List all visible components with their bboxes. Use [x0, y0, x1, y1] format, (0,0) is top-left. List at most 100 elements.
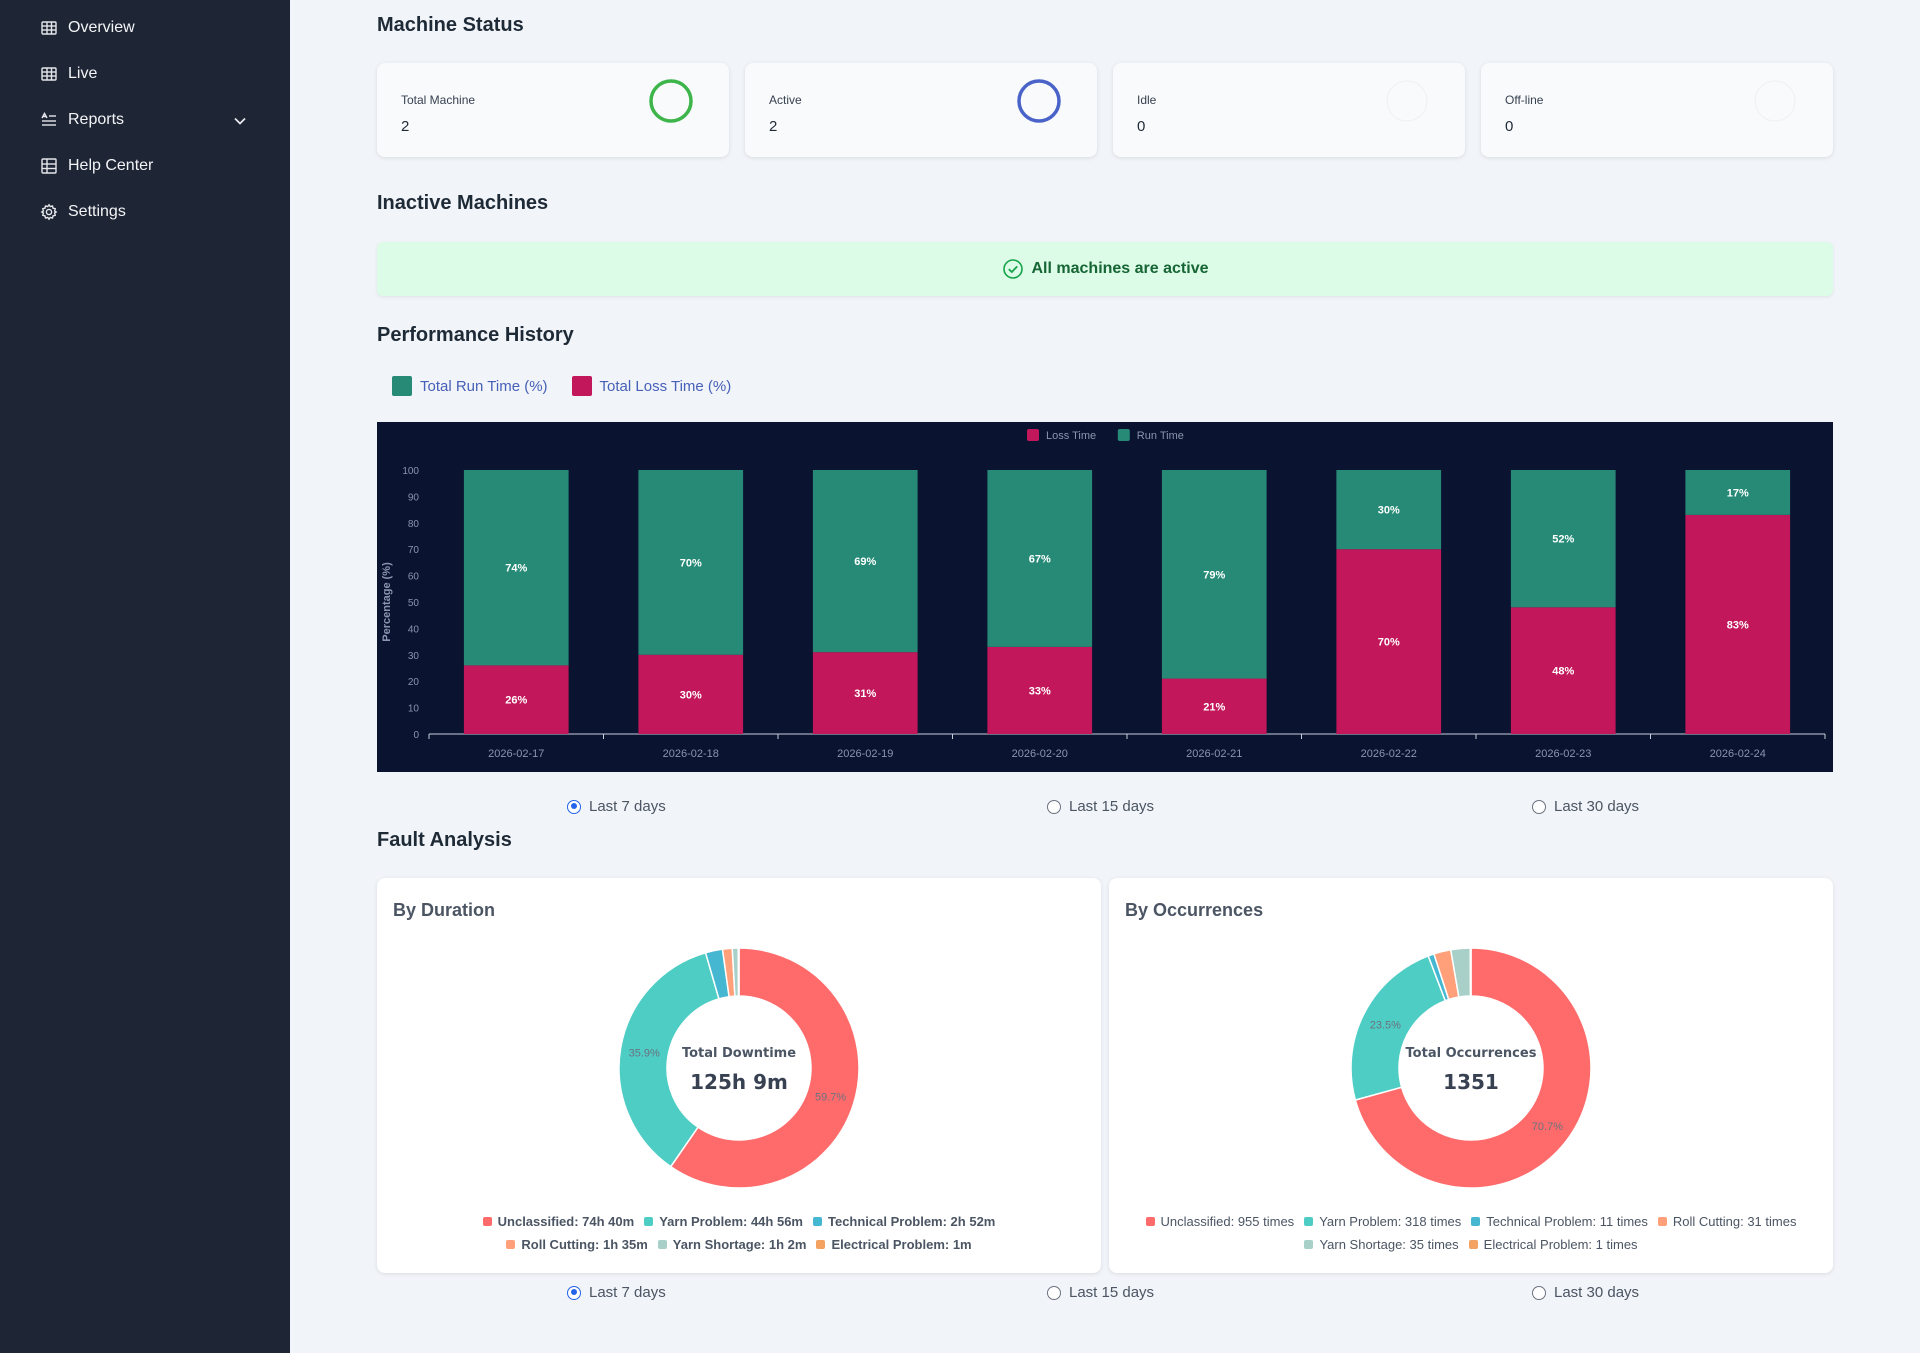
legend-label: Technical Problem: 2h 52m [827, 1214, 996, 1229]
nav-item-reports[interactable]: Reports [40, 105, 124, 135]
donut-legend-item[interactable]: Roll Cutting: 1h 35m [506, 1237, 648, 1252]
legend-label: Roll Cutting: 31 times [1672, 1214, 1797, 1229]
chevron-down-icon[interactable] [231, 112, 249, 130]
stat-card-active: Active 2 [745, 63, 1097, 157]
fault-analysis-title: Fault Analysis [377, 829, 512, 851]
radio-button[interactable] [1047, 799, 1061, 814]
legend-loss-time[interactable]: Total Loss Time (%) [571, 376, 731, 396]
bar-data-label: 83% [1727, 619, 1749, 631]
nav-item-overview[interactable]: Overview [40, 13, 135, 43]
performance-range-selector: Last 7 days Last 15 days Last 30 days [377, 798, 1833, 818]
list-sort-icon [40, 111, 58, 129]
nav-label: Overview [68, 19, 135, 36]
donut-legend-item[interactable]: Technical Problem: 2h 52m [812, 1214, 996, 1229]
legend-swatch [1468, 1240, 1478, 1249]
table-icon [40, 65, 58, 83]
bar-data-label: 69% [854, 556, 876, 568]
fault-range-selector: Last 7 days Last 15 days Last 30 days [377, 1284, 1833, 1304]
radio-button[interactable] [1047, 1285, 1061, 1300]
bar-data-label: 67% [1029, 553, 1051, 565]
card-title: By Duration [393, 900, 496, 920]
chart-legend-label: Loss Time [1046, 430, 1096, 442]
legend-swatch [1304, 1240, 1314, 1249]
bar-loss [987, 646, 1093, 734]
bar-data-label: 21% [1203, 701, 1225, 713]
bar-data-label: 30% [1378, 505, 1400, 517]
donut-percent-label: 70.7% [1532, 1121, 1563, 1133]
y-tick-label: 50 [408, 598, 420, 609]
stat-value: 0 [1505, 118, 1514, 135]
x-tick-label: 2026-02-18 [663, 748, 719, 760]
donut-legend-item[interactable]: Yarn Shortage: 1h 2m [657, 1237, 806, 1252]
performance-chart: Loss Time Run Time 0 10 20 30 40 50 60 70 80 90 100 P… [381, 429, 1826, 760]
bar-loss [812, 652, 918, 734]
inactive-machines-title: Inactive Machines [377, 192, 549, 214]
legend-label: Yarn Shortage: 35 times [1319, 1237, 1459, 1252]
fault-by-duration-card: By Duration 59.7% 35.9% Total Downtime 12… [377, 878, 1101, 1273]
y-tick-label: 80 [408, 519, 420, 530]
status-ring-icon [1386, 80, 1428, 122]
nav-item-settings[interactable]: Settings [40, 197, 126, 227]
radio-button[interactable] [567, 1285, 581, 1300]
fault-range-7-days[interactable]: Last 7 days [567, 1284, 666, 1301]
donut-legend-row: Unclassified: 74h 40m Yarn Problem: 44h 5… [377, 1214, 1101, 1229]
card-title: By Occurrences [1125, 900, 1264, 920]
stat-value: 0 [1137, 118, 1146, 135]
donut-slice [1469, 947, 1472, 997]
status-ring-icon [1017, 79, 1061, 123]
legend-swatch [571, 376, 592, 396]
donut-legend-item[interactable]: Yarn Problem: 318 times [1304, 1214, 1461, 1229]
donut-legend-item[interactable]: Yarn Problem: 44h 56m [644, 1214, 803, 1229]
radio-button[interactable] [1532, 799, 1546, 814]
donut-slice [669, 947, 860, 1189]
legend-swatch [812, 1217, 822, 1226]
bar-loss [638, 654, 744, 734]
y-tick-label: 10 [408, 704, 420, 715]
donut-legend-item[interactable]: Yarn Shortage: 35 times [1304, 1237, 1459, 1252]
nav-item-help-center[interactable]: Help Center [40, 151, 153, 181]
x-tick-label: 2026-02-19 [837, 748, 893, 760]
donut-legend-item[interactable]: Unclassified: 74h 40m [482, 1214, 635, 1229]
stat-card-total: Total Machine 2 [377, 63, 729, 157]
bar-data-label: 70% [680, 557, 702, 569]
bar-run [812, 470, 918, 653]
gear-icon [40, 203, 58, 221]
donut-legend-item[interactable]: Roll Cutting: 31 times [1657, 1214, 1797, 1229]
fault-range-15-days[interactable]: Last 15 days [1047, 1284, 1154, 1301]
duration-donut-chart: 59.7% 35.9% [618, 947, 860, 1189]
x-tick-label: 2026-02-23 [1535, 748, 1591, 760]
chart-legend-label: Run Time [1137, 430, 1184, 442]
legend-label: Electrical Problem: 1 times [1483, 1237, 1638, 1252]
stat-value: 2 [769, 118, 778, 135]
y-tick-label: 60 [408, 572, 420, 583]
legend-label: Unclassified: 74h 40m [497, 1214, 635, 1229]
x-tick-label: 2026-02-20 [1012, 748, 1068, 760]
legend-run-time[interactable]: Total Run Time (%) [392, 376, 548, 396]
radio-button[interactable] [567, 799, 581, 814]
bar-data-label: 31% [854, 688, 876, 700]
x-tick-label: 2026-02-17 [488, 748, 544, 760]
machine-status-title: Machine Status [377, 14, 524, 36]
range-15-days[interactable]: Last 15 days [1047, 798, 1154, 815]
donut-legend-item[interactable]: Technical Problem: 11 times [1471, 1214, 1648, 1229]
legend-swatch [644, 1217, 654, 1226]
donut-legend-item[interactable]: Electrical Problem: 1 times [1468, 1237, 1638, 1252]
range-30-days[interactable]: Last 30 days [1532, 798, 1639, 815]
grid-icon [40, 157, 58, 175]
radio-button[interactable] [1532, 1285, 1546, 1300]
status-ring-icon [649, 79, 693, 123]
donut-legend-item[interactable]: Unclassified: 955 times [1145, 1214, 1294, 1229]
fault-range-30-days[interactable]: Last 30 days [1532, 1284, 1639, 1301]
legend-swatch [1145, 1217, 1155, 1226]
radio-label: Last 7 days [589, 1284, 666, 1301]
nav-item-live[interactable]: Live [40, 59, 97, 89]
bar-data-label: 33% [1029, 685, 1051, 697]
range-7-days[interactable]: Last 7 days [567, 798, 666, 815]
x-tick-label: 2026-02-22 [1361, 748, 1417, 760]
nav-label: Help Center [68, 157, 154, 174]
y-tick-label: 70 [408, 545, 420, 556]
legend-swatch [506, 1240, 516, 1249]
stat-label: Active [769, 93, 802, 107]
donut-percent-label: 35.9% [629, 1048, 660, 1060]
donut-legend-item[interactable]: Electrical Problem: 1m [816, 1237, 972, 1252]
